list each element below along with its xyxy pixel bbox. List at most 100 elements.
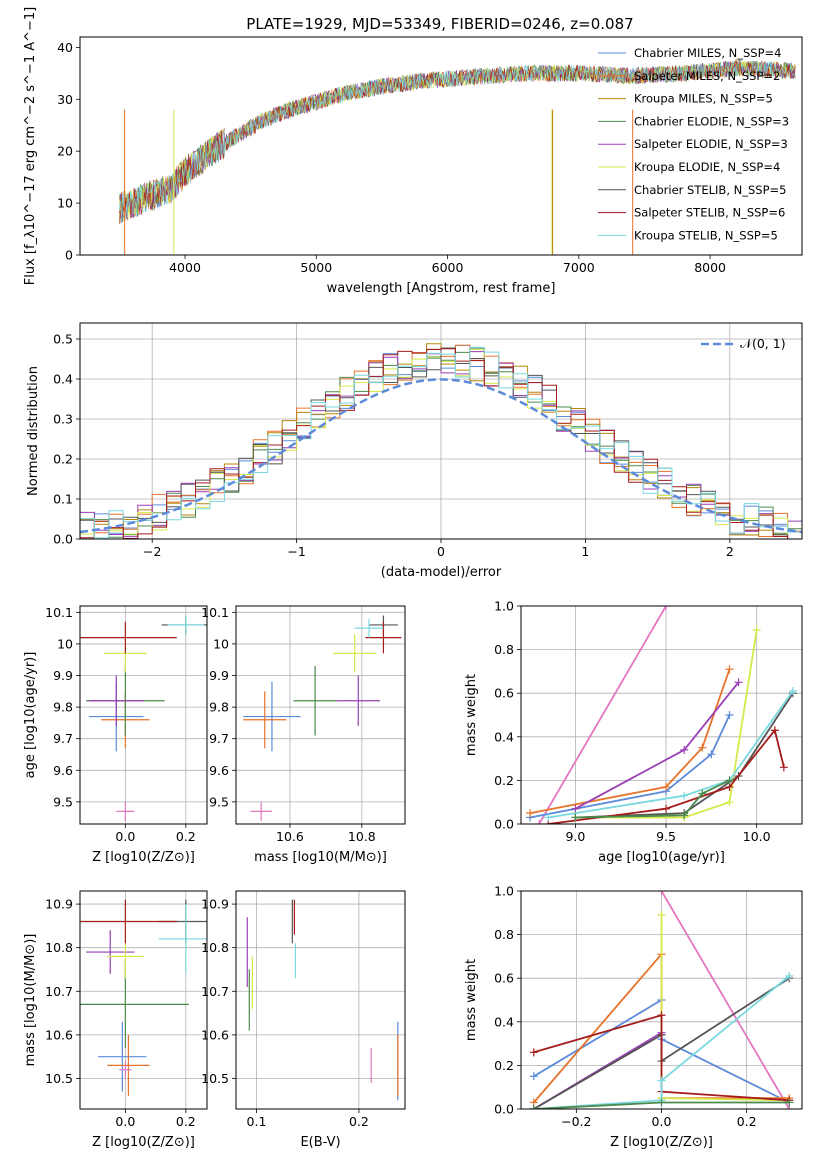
x-axis-label: wavelength [Angstrom, rest frame] bbox=[327, 281, 556, 296]
y-axis-label: mass [log10(M/M⊙)] bbox=[23, 934, 38, 1067]
y-tick-label: 0.2 bbox=[494, 773, 514, 788]
weight-marker bbox=[725, 711, 734, 719]
y-tick-label: 0.3 bbox=[53, 412, 73, 427]
y-tick-label: 10.1 bbox=[45, 605, 73, 620]
y-tick-label: 9.9 bbox=[209, 668, 229, 683]
errorbar-point bbox=[107, 1034, 150, 1096]
legend: Chabrier MILES, N_SSP=4 Salpeter MILES, N… bbox=[598, 46, 789, 242]
x-tick-label: 0.2 bbox=[349, 1114, 369, 1129]
errorbar-point bbox=[243, 681, 301, 752]
y-tick-label: 40 bbox=[57, 40, 73, 55]
x-tick-label: 0.2 bbox=[737, 1114, 757, 1129]
weight-marker bbox=[752, 625, 761, 634]
spectrum-line-8 bbox=[119, 59, 796, 223]
y-tick-label: 0.6 bbox=[494, 971, 514, 986]
y-tick-label: 9.6 bbox=[53, 763, 73, 778]
weight-marker bbox=[571, 813, 580, 822]
legend-entry: Salpeter MILES, N_SSP=2 bbox=[634, 69, 780, 83]
y-tick-label: 0.2 bbox=[53, 452, 73, 467]
weight-marker bbox=[680, 811, 689, 820]
plot-area bbox=[236, 606, 405, 824]
legend-entry: Chabrier ELODIE, N_SSP=3 bbox=[634, 114, 789, 128]
y-tick-label: 0.5 bbox=[53, 332, 73, 347]
y-tick-label: 9.5 bbox=[53, 794, 73, 809]
y-axis-label: Normed distribution bbox=[26, 366, 41, 496]
axes-frame bbox=[235, 605, 406, 825]
weight-marker bbox=[657, 891, 666, 895]
x-tick-label: 10.0 bbox=[743, 829, 771, 844]
y-tick-label: 0.0 bbox=[494, 817, 514, 832]
axes-frame bbox=[520, 890, 803, 1110]
x-tick-label: 0 bbox=[437, 544, 445, 559]
panel-residuals: −2 −1 0 1 2 0.0 0.1 0.2 0.3 0.4 0.5 (data-model)/er… bbox=[26, 322, 803, 580]
weight-line-5 bbox=[575, 692, 794, 819]
normal-curve bbox=[80, 378, 802, 534]
x-axis-label: E(B-V) bbox=[300, 1135, 340, 1150]
weight-marker bbox=[657, 910, 666, 919]
weight-line-4 bbox=[575, 629, 758, 819]
y-tick-label: 0.2 bbox=[494, 1058, 514, 1073]
y-tick-label: 10 bbox=[57, 636, 73, 651]
y-tick-label: 1.0 bbox=[494, 599, 514, 614]
x-tick-label: 7000 bbox=[563, 260, 595, 275]
x-tick-label: 0.0 bbox=[115, 829, 135, 844]
weight-marker bbox=[725, 665, 734, 674]
weight-marker bbox=[785, 1098, 794, 1107]
x-tick-label: 0.2 bbox=[176, 1114, 196, 1129]
weight-marker bbox=[698, 743, 707, 752]
errorbar-point bbox=[158, 904, 207, 974]
x-tick-label: −2 bbox=[143, 544, 161, 559]
panel-mass-vs-EBV: 0.1 0.2 10.5 10.6 10.7 10.8 10.9 E(B-V) bbox=[201, 890, 406, 1150]
weight-line-1 bbox=[529, 714, 731, 819]
x-tick-label: 2 bbox=[726, 544, 734, 559]
weight-line-7 bbox=[548, 690, 794, 819]
weight-marker bbox=[526, 809, 535, 818]
panel-massweight-vs-age: 9.0 9.5 10.0 0.0 0.2 0.4 0.6 0.8 1.0 age [log10(a… bbox=[464, 599, 803, 865]
y-tick-label: 1.0 bbox=[494, 884, 514, 899]
weight-line-3 bbox=[574, 681, 740, 810]
x-tick-label: 6000 bbox=[432, 260, 464, 275]
y-tick-label: 10.8 bbox=[45, 940, 73, 955]
errorbar-point bbox=[243, 691, 287, 749]
plot-area bbox=[80, 323, 802, 539]
weight-marker bbox=[529, 1048, 538, 1057]
y-tick-label: 10.8 bbox=[201, 940, 229, 955]
y-tick-label: 30 bbox=[57, 92, 73, 107]
y-axis-label: age [log10(age/yr)] bbox=[23, 652, 38, 779]
weight-marker bbox=[662, 782, 671, 791]
x-axis-label: Z [log10(Z/Z⊙)] bbox=[610, 1135, 713, 1150]
axes-frame bbox=[520, 605, 803, 825]
y-tick-label: 20 bbox=[57, 144, 73, 159]
axes-frame bbox=[79, 322, 803, 540]
y-tick-label: 0.1 bbox=[53, 492, 73, 507]
y-tick-label: 10.5 bbox=[45, 1071, 73, 1086]
plot-area bbox=[80, 606, 207, 824]
errorbar-point bbox=[119, 1061, 132, 1079]
x-axis-label: Z [log10(Z/Z⊙)] bbox=[92, 850, 195, 865]
weight-line-6 bbox=[533, 1014, 790, 1102]
x-tick-label: 8000 bbox=[694, 260, 726, 275]
weight-marker bbox=[734, 678, 743, 687]
weight-line-0 bbox=[538, 606, 667, 824]
y-tick-label: 10.6 bbox=[201, 1027, 229, 1042]
y-tick-label: 9.7 bbox=[209, 731, 229, 746]
panel-mass-vs-Z: 0.0 0.2 10.5 10.6 10.7 10.8 10.9 Z [log10(Z/Z⊙)… bbox=[23, 890, 208, 1150]
weight-line-7 bbox=[533, 975, 790, 1109]
plot-area bbox=[236, 891, 405, 1109]
y-tick-label: 10 bbox=[57, 196, 73, 211]
plot-area bbox=[521, 891, 802, 1109]
y-tick-label: 0 bbox=[65, 248, 73, 263]
legend-entry: Chabrier MILES, N_SSP=4 bbox=[634, 46, 781, 60]
y-tick-label: 9.5 bbox=[209, 794, 229, 809]
axes-frame bbox=[79, 890, 208, 1110]
legend-entry: Kroupa ELODIE, N_SSP=4 bbox=[634, 160, 780, 174]
y-axis-label: Flux [f_λ10^−17 erg cm^−2 s^−1 A^−1] bbox=[23, 7, 38, 285]
panel-age-vs-mass: 10.6 10.8 9.5 9.6 9.7 9.8 9.9 10 10.1 mass [log10… bbox=[201, 605, 406, 865]
x-tick-label: 0.0 bbox=[115, 1114, 135, 1129]
weight-marker bbox=[785, 972, 794, 981]
errorbar-point bbox=[354, 618, 384, 638]
x-axis-label: mass [log10(M/M⊙)] bbox=[254, 850, 387, 865]
y-tick-label: 0.0 bbox=[53, 532, 73, 547]
legend-entry: Chabrier STELIB, N_SSP=5 bbox=[634, 183, 786, 197]
